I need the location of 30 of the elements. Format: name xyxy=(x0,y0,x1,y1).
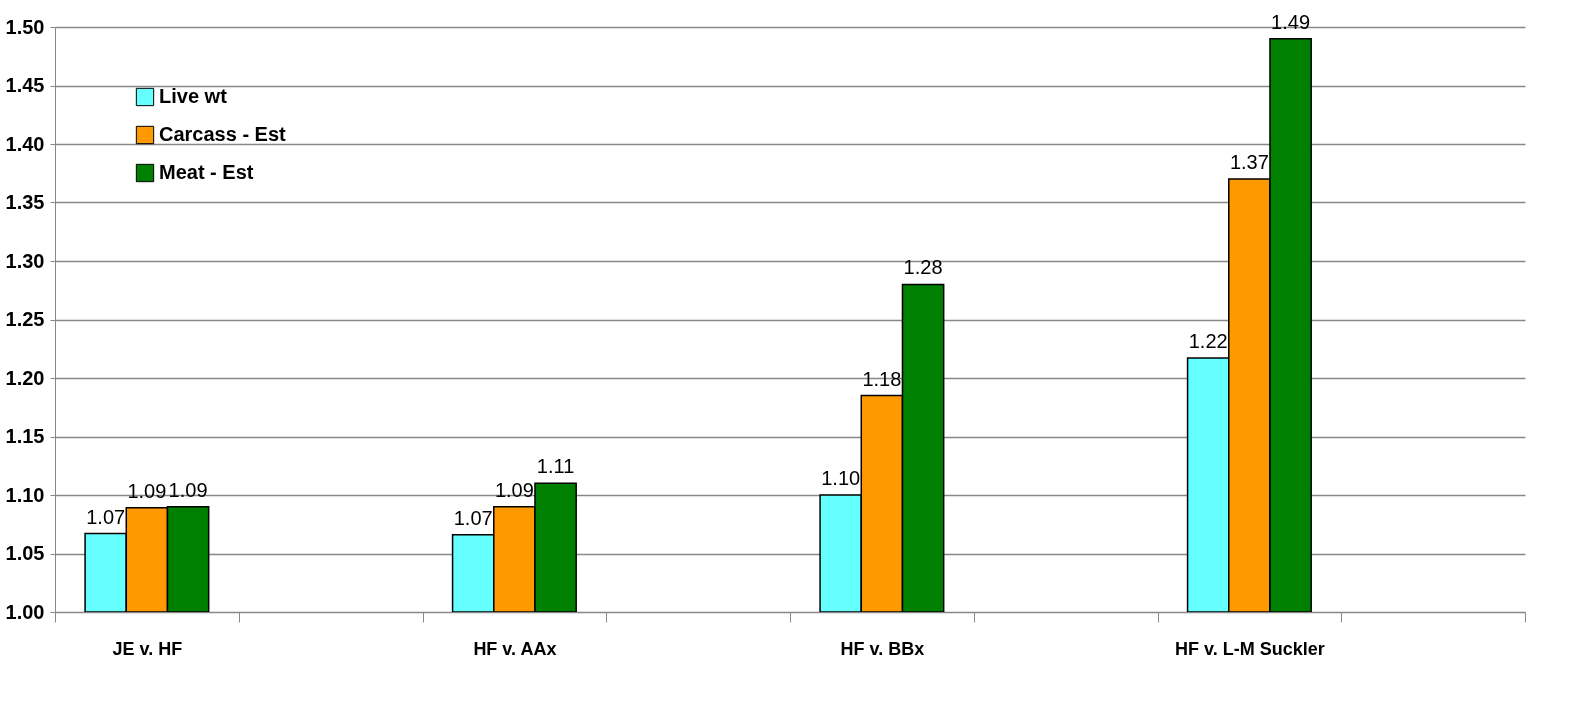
legend-label: Carcass - Est xyxy=(159,123,287,145)
data-label: 1.49 xyxy=(1271,10,1311,33)
y-tick-label: 1.20 xyxy=(5,366,45,389)
data-label: 1.18 xyxy=(862,367,902,390)
data-label: 1.09 xyxy=(494,478,534,501)
y-tick-label: 1.45 xyxy=(5,74,45,96)
x-tick-label: HF v. L-M Suckler xyxy=(1175,638,1325,659)
x-tick-label: HF v. AAx xyxy=(473,638,557,659)
data-label: 1.09 xyxy=(168,478,208,501)
y-tick-label: 1.05 xyxy=(5,542,45,564)
data-label: 1.28 xyxy=(903,256,943,279)
y-tick-label: 1.35 xyxy=(5,191,45,213)
y-tick-label: 1.40 xyxy=(5,132,45,155)
y-tick-label: 1.15 xyxy=(5,425,45,447)
y-tick-label: 1.25 xyxy=(5,308,45,330)
y-tick-label: 1.10 xyxy=(5,483,45,506)
y-tick-label: 1.50 xyxy=(5,15,45,38)
data-label: 1.07 xyxy=(453,506,493,529)
y-tick-label: 1.00 xyxy=(5,600,45,623)
data-label: 1.11 xyxy=(536,455,575,478)
data-label: 1.07 xyxy=(86,505,126,528)
data-label: 1.09 xyxy=(127,479,167,502)
data-label: 1.37 xyxy=(1229,151,1269,174)
data-label: 1.10 xyxy=(821,467,861,489)
legend-label: Live wt xyxy=(159,85,228,107)
x-tick-label: JE v. HF xyxy=(112,638,183,659)
x-tick-label: HF v. BBx xyxy=(840,638,925,659)
y-tick-label: 1.30 xyxy=(5,249,45,272)
data-label: 1.22 xyxy=(1188,330,1228,353)
legend-label: Meat - Est xyxy=(159,161,254,183)
